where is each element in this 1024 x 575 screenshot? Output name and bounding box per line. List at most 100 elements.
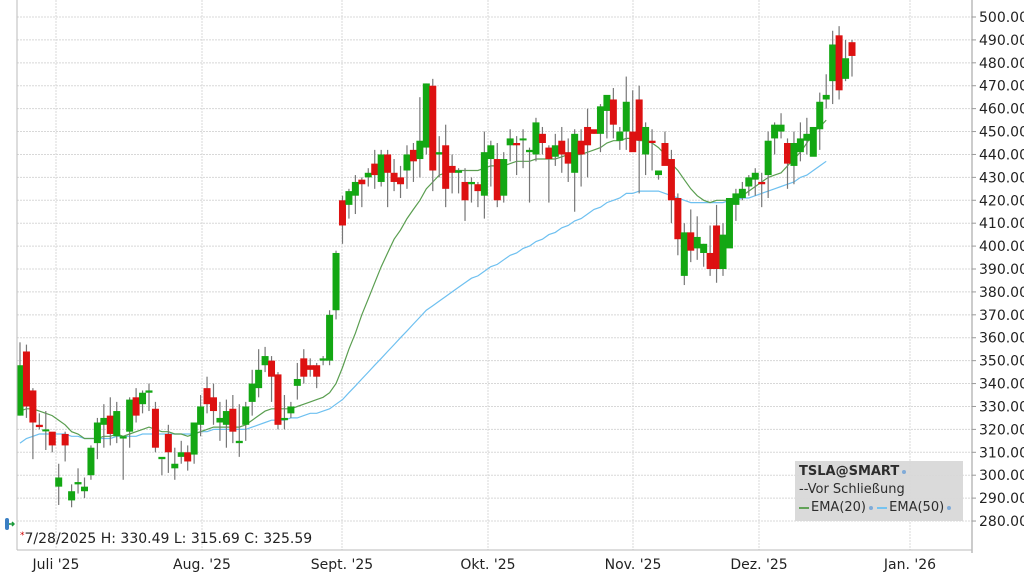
y-tick-label: 350.00 bbox=[979, 354, 1024, 370]
candle bbox=[287, 406, 295, 414]
drag-handle-icon[interactable] bbox=[3, 517, 15, 531]
candle bbox=[139, 392, 147, 405]
candle bbox=[190, 422, 198, 455]
candle bbox=[319, 358, 327, 361]
candle bbox=[384, 154, 392, 173]
candle bbox=[784, 143, 792, 164]
y-tick-label: 380.00 bbox=[979, 285, 1024, 301]
candle bbox=[622, 101, 630, 132]
x-tick-label: Okt. '25 bbox=[460, 557, 515, 573]
candle bbox=[371, 163, 379, 176]
candle bbox=[68, 491, 76, 501]
candle bbox=[80, 486, 88, 492]
chart-legend[interactable]: TSLA@SMART --Vor Schließung EMA(20) EMA(… bbox=[795, 461, 963, 521]
candle bbox=[558, 140, 566, 155]
candle bbox=[648, 140, 656, 144]
candle bbox=[667, 159, 675, 201]
x-tick-label: Jan. '26 bbox=[883, 557, 936, 573]
candle bbox=[300, 358, 308, 377]
candle bbox=[758, 181, 766, 185]
candle bbox=[351, 181, 359, 196]
candle bbox=[242, 406, 250, 425]
y-tick-label: 310.00 bbox=[979, 445, 1024, 461]
candle bbox=[55, 477, 63, 487]
y-tick-label: 290.00 bbox=[979, 491, 1024, 507]
candle bbox=[119, 436, 127, 439]
legend-ema50[interactable]: EMA(50) bbox=[889, 500, 945, 515]
candle bbox=[706, 252, 714, 270]
candle bbox=[184, 452, 192, 462]
y-tick-label: 420.00 bbox=[979, 193, 1024, 209]
y-tick-label: 320.00 bbox=[979, 422, 1024, 438]
candle bbox=[35, 424, 43, 428]
ema20-settings-icon[interactable] bbox=[869, 505, 874, 510]
candle bbox=[842, 58, 850, 79]
candle bbox=[16, 365, 24, 416]
candle bbox=[835, 35, 843, 91]
candle bbox=[358, 179, 366, 185]
candle bbox=[596, 106, 604, 134]
candle bbox=[609, 99, 617, 125]
y-tick-label: 400.00 bbox=[979, 239, 1024, 255]
candle bbox=[790, 143, 798, 166]
candle bbox=[674, 197, 682, 240]
candle bbox=[132, 397, 140, 416]
candle bbox=[455, 170, 463, 173]
x-tick-label: Dez. '25 bbox=[730, 557, 787, 573]
y-tick-label: 410.00 bbox=[979, 216, 1024, 232]
ohlc-readout: *7/28/2025 H: 330.49 L: 315.69 C: 325.59 bbox=[20, 531, 312, 547]
x-tick-label: Aug. '25 bbox=[173, 557, 231, 573]
candle bbox=[732, 193, 740, 205]
candle bbox=[171, 463, 179, 469]
candle bbox=[248, 383, 256, 402]
candle bbox=[771, 124, 779, 139]
candle bbox=[480, 152, 488, 196]
y-tick-label: 500.00 bbox=[979, 10, 1024, 26]
candle bbox=[822, 94, 830, 100]
legend-prev-close[interactable]: --Vor Schließung bbox=[799, 482, 905, 497]
legend-symbol[interactable]: TSLA@SMART bbox=[799, 463, 959, 481]
candle bbox=[113, 411, 121, 437]
candle bbox=[261, 356, 269, 366]
candle bbox=[616, 131, 624, 141]
y-tick-label: 330.00 bbox=[979, 399, 1024, 415]
candle bbox=[519, 138, 527, 141]
candle bbox=[584, 126, 592, 146]
y-tick-label: 280.00 bbox=[979, 514, 1024, 530]
candle bbox=[829, 44, 837, 82]
ema50-settings-icon[interactable] bbox=[947, 505, 952, 510]
candle bbox=[216, 417, 224, 423]
y-tick-label: 470.00 bbox=[979, 79, 1024, 95]
candle bbox=[338, 200, 346, 226]
y-tick-label: 340.00 bbox=[979, 377, 1024, 393]
candle bbox=[526, 149, 534, 153]
candle bbox=[203, 388, 211, 405]
candle bbox=[364, 172, 372, 178]
candle bbox=[461, 181, 469, 201]
candle bbox=[429, 85, 437, 171]
ema20-line bbox=[19, 119, 827, 440]
candle bbox=[532, 122, 540, 155]
candle bbox=[268, 360, 276, 377]
candle bbox=[629, 131, 637, 153]
candle bbox=[126, 399, 134, 432]
candle bbox=[506, 138, 514, 146]
x-tick-label: Nov. '25 bbox=[605, 557, 662, 573]
y-tick-label: 440.00 bbox=[979, 147, 1024, 163]
legend-indicators: EMA(20) EMA(50) bbox=[799, 499, 959, 517]
candle bbox=[106, 415, 114, 434]
legend-symbol-settings-icon[interactable] bbox=[902, 469, 907, 474]
y-axis: 500.00 490.00 480.00 470.00 460.00 450.00 440.… bbox=[16, 0, 1024, 553]
legend-ema20[interactable]: EMA(20) bbox=[811, 500, 867, 515]
candle bbox=[738, 188, 746, 198]
candle bbox=[377, 154, 385, 182]
candle bbox=[177, 452, 185, 457]
candle bbox=[151, 408, 159, 448]
candle bbox=[687, 232, 695, 251]
y-tick-label: 430.00 bbox=[979, 170, 1024, 186]
candle bbox=[22, 351, 30, 407]
ema50-swatch-icon bbox=[877, 506, 888, 509]
x-tick-label: Sept. '25 bbox=[311, 557, 373, 573]
candle bbox=[306, 365, 314, 370]
